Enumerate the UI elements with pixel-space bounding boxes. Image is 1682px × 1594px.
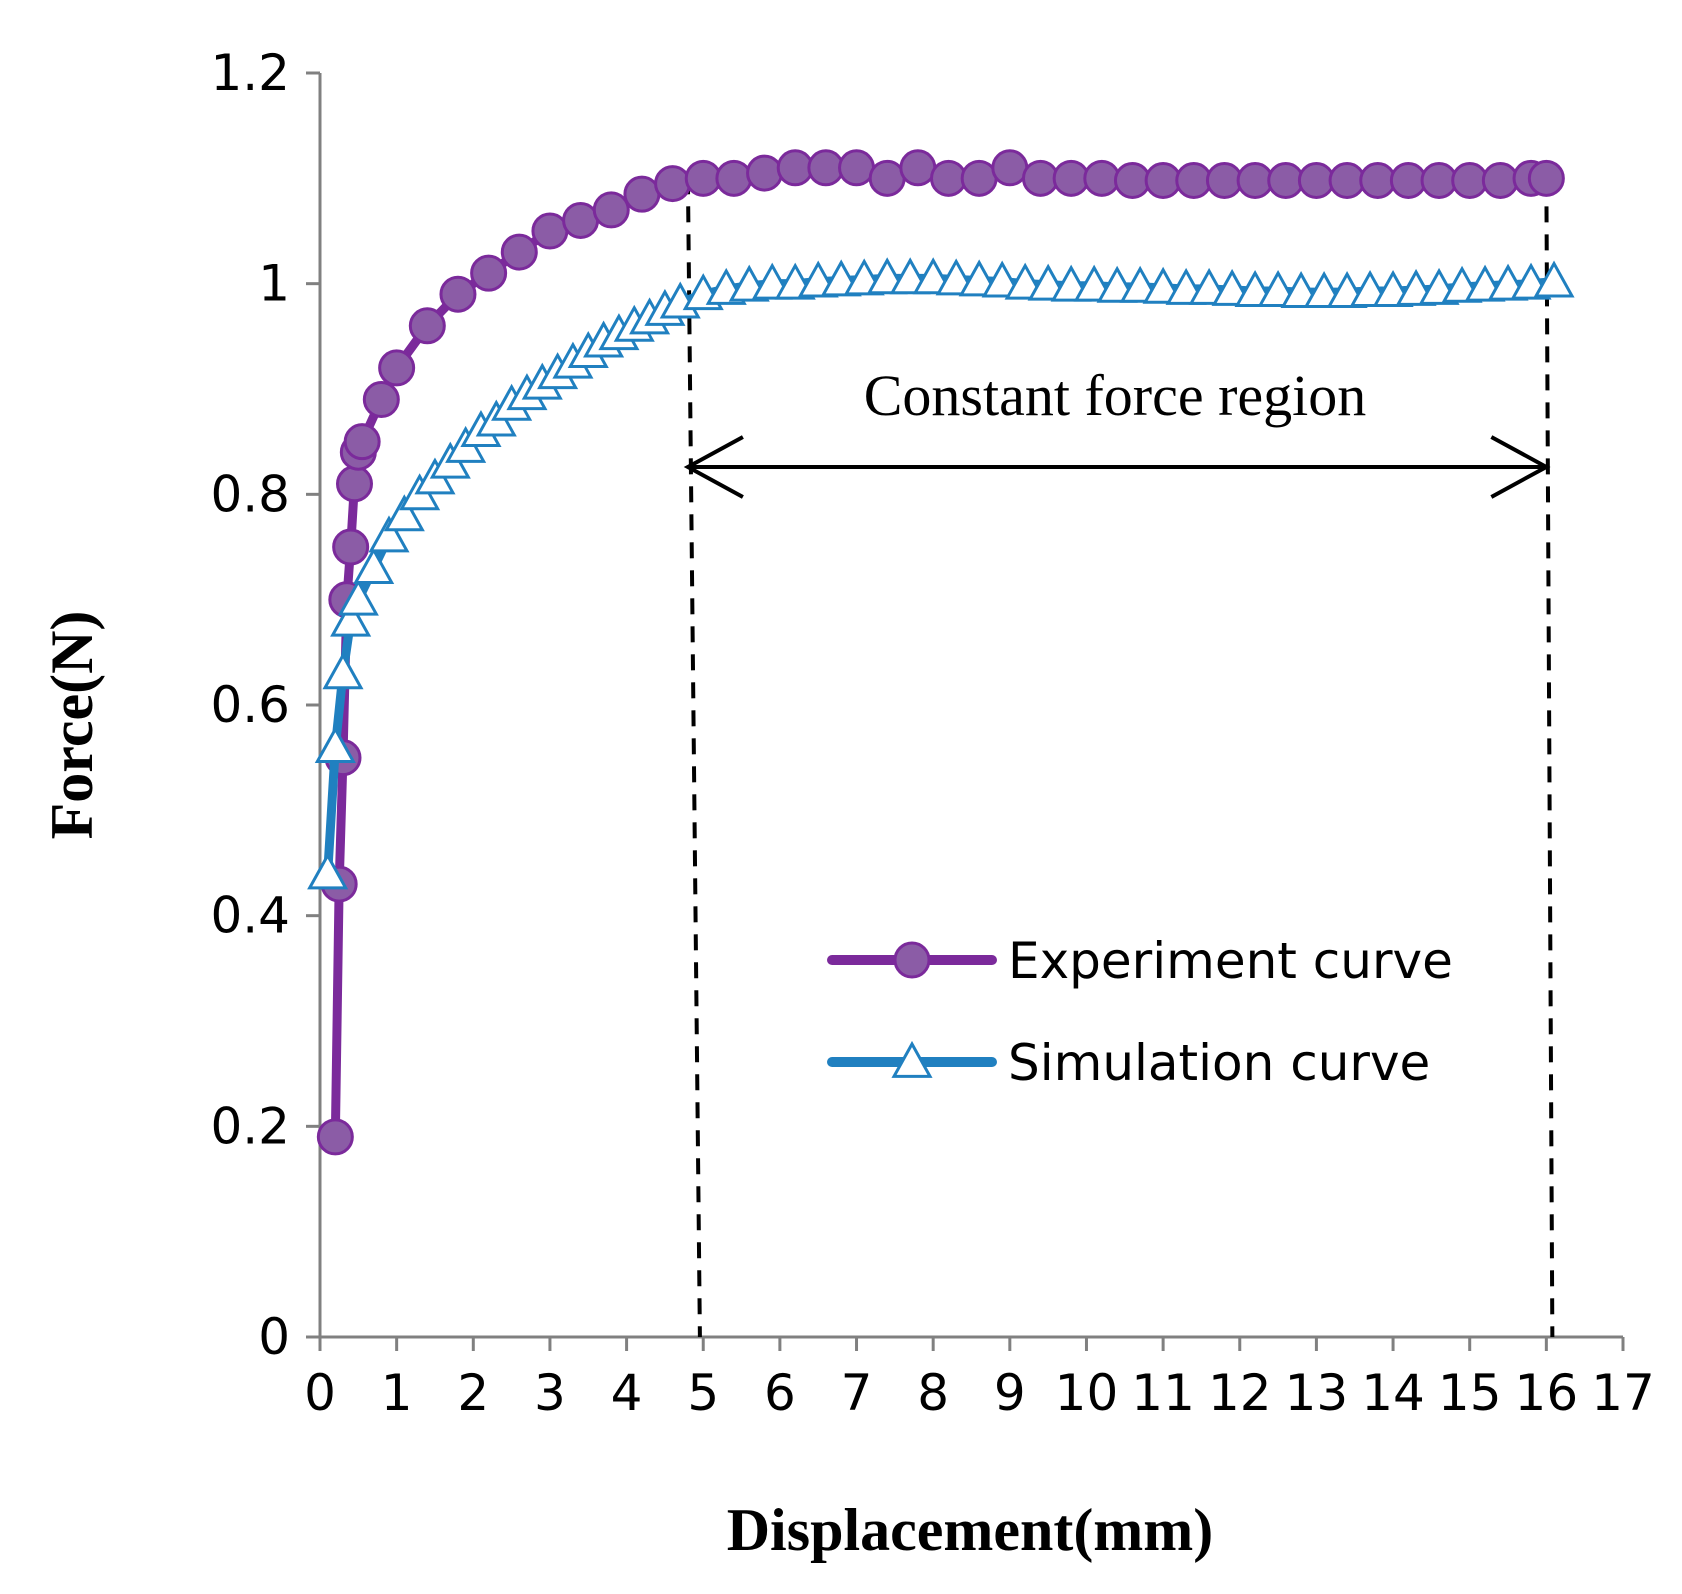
x-tick-label: 14 [1361,1364,1425,1422]
x-tick-label: 9 [994,1364,1026,1422]
data-point [362,381,400,419]
x-tick-label: 0 [304,1364,336,1422]
data-point [746,154,784,192]
data-point [1021,159,1059,197]
x-tick-label: 3 [534,1364,566,1422]
data-point [1451,161,1489,199]
x-tick-label: 1 [381,1364,413,1422]
data-point [316,1118,354,1156]
data-point [562,201,600,239]
x-tick-label: 8 [917,1364,949,1422]
data-point [991,149,1029,187]
data-point [1527,159,1565,197]
x-axis-title: Displacement(mm) [727,1497,1214,1563]
x-tick-label: 7 [841,1364,873,1422]
y-tick-label: 1.2 [210,44,290,102]
data-point [330,599,372,637]
guide-line-right [1544,178,1555,1338]
data-point [807,149,845,187]
y-tick-label: 0.2 [210,1097,290,1155]
data-point [335,465,373,503]
y-axis-title: Force(N) [39,611,105,840]
legend-marker [891,1040,933,1078]
data-point [1328,161,1366,199]
data-point [322,652,364,690]
range-arrow-head-left [683,435,744,499]
series-layer [307,149,1575,1156]
data-point [439,275,477,313]
series-line [330,163,1547,1137]
data-point [1113,161,1151,199]
y-tick-label: 0.4 [210,887,290,945]
data-point [383,494,425,532]
data-point [776,149,814,187]
legend-label: Simulation curve [1008,1034,1430,1092]
y-tick-label: 0.8 [210,465,290,523]
data-point [378,349,416,387]
data-point [500,233,538,271]
data-point [1175,161,1213,199]
legend-item: Experiment curve [827,932,1453,990]
data-point [408,307,446,345]
data-point [368,515,410,553]
x-tick-label: 12 [1208,1364,1272,1422]
series-experiment [316,149,1565,1156]
data-point [343,423,381,461]
x-tick-label: 15 [1438,1364,1502,1422]
y-tick-label: 1 [258,255,290,313]
data-point [960,159,998,197]
data-point [307,852,349,890]
data-point [930,159,968,197]
data-point [1052,159,1090,197]
data-point [623,175,661,213]
data-point [1389,161,1427,199]
x-tick-label: 17 [1591,1364,1655,1422]
data-point [1083,159,1121,197]
guide-line-left [685,178,702,1338]
data-point [684,159,722,197]
legend: Experiment curve Simulation curve [827,932,1453,1092]
data-point [715,159,753,197]
data-point [1267,161,1305,199]
series-simulation [307,257,1575,890]
data-point [332,528,370,566]
legend-marker [893,941,931,979]
data-point [654,165,692,203]
ticks: 0 1 2 3 4 5 6 7 8 9 10 11 12 13 14 15 16 1700.20.40.60.81… [210,44,1654,1422]
data-point [1420,161,1458,199]
x-tick-label: 11 [1131,1364,1195,1422]
constant-force-guides [683,178,1555,1338]
annotation-text: Constant force region [864,363,1367,428]
data-point [592,191,630,229]
data-point [1297,161,1335,199]
legend-label: Experiment curve [1008,932,1453,990]
y-tick-label: 0.6 [210,676,290,734]
data-point [1205,161,1243,199]
data-point [868,159,906,197]
data-point [899,149,937,187]
x-tick-label: 4 [611,1364,643,1422]
data-point [1533,260,1575,298]
range-arrow-head-right [1490,435,1551,499]
x-tick-label: 2 [457,1364,489,1422]
data-point [353,546,395,584]
data-point [1481,161,1519,199]
data-point [470,254,508,292]
data-point [1359,161,1397,199]
y-tick-label: 0 [258,1308,290,1366]
x-tick-label: 10 [1055,1364,1119,1422]
data-point [314,726,356,764]
x-tick-label: 13 [1285,1364,1349,1422]
x-tick-label: 16 [1515,1364,1579,1422]
data-point [1144,161,1182,199]
x-tick-label: 6 [764,1364,796,1422]
legend-item: Simulation curve [827,1034,1430,1092]
x-tick-label: 5 [687,1364,719,1422]
data-point [1236,161,1274,199]
data-point [531,212,569,250]
data-point [838,149,876,187]
data-point [337,578,379,616]
